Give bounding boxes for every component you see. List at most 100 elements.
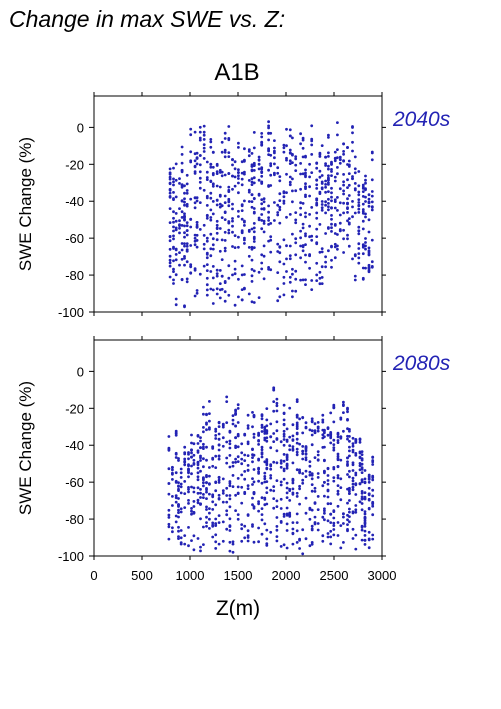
scatter-point: [211, 535, 215, 539]
scatter-point: [199, 496, 202, 499]
scatter-point: [269, 464, 273, 468]
scatter-point: [180, 248, 184, 252]
scatter-point: [301, 416, 305, 420]
scatter-point: [251, 411, 254, 414]
scatter-point: [276, 271, 280, 274]
scatter-point: [336, 166, 339, 169]
scatter-point: [371, 502, 375, 506]
scatter-point: [265, 480, 269, 483]
scatter-point: [316, 425, 320, 429]
scatter-point: [177, 508, 180, 512]
scatter-point: [354, 471, 358, 475]
scatter-point: [370, 194, 374, 198]
scatter-point: [250, 274, 254, 278]
scatter-point: [301, 249, 305, 253]
scatter-point: [282, 443, 286, 447]
scatter-point: [209, 270, 213, 273]
scatter-point: [171, 468, 174, 472]
scatter-point: [360, 502, 364, 505]
scatter-point: [218, 193, 222, 197]
scatter-point: [211, 288, 215, 292]
scatter-point: [195, 199, 199, 203]
scatter-point: [332, 467, 336, 471]
scatter-point: [205, 293, 209, 297]
scatter-point: [234, 460, 238, 464]
scatter-point: [330, 214, 333, 217]
scatter-point: [342, 142, 345, 146]
scatter-point: [168, 264, 172, 268]
scatter-point: [228, 480, 232, 483]
scatter-point: [195, 151, 199, 155]
scatter-point: [205, 176, 209, 179]
scatter-point: [243, 453, 247, 457]
scatter-point: [310, 288, 314, 291]
scatter-point: [174, 471, 178, 475]
scatter-point: [347, 222, 351, 226]
scatter-point: [324, 162, 327, 166]
scatter-point: [265, 486, 269, 490]
scatter-point: [304, 425, 308, 429]
scatter-point: [190, 441, 193, 445]
scatter-point: [211, 237, 215, 241]
scatter-point: [209, 254, 213, 258]
scatter-point: [205, 505, 208, 509]
scatter-point: [228, 484, 232, 488]
scatter-point: [265, 537, 269, 541]
scatter-point: [195, 233, 199, 237]
scatter-point: [246, 413, 250, 417]
scatter-point: [367, 498, 371, 502]
scatter-point: [301, 528, 305, 532]
scatter-point: [211, 524, 215, 528]
scatter-point: [276, 242, 280, 246]
scatter-point: [327, 197, 330, 201]
scatter-point: [167, 482, 171, 485]
scatter-point: [199, 439, 202, 443]
scatter-point: [288, 448, 292, 452]
scatter-point: [243, 159, 246, 163]
scatter-point: [177, 503, 180, 506]
scatter-point: [195, 196, 199, 200]
scatter-point: [295, 414, 299, 418]
scatter-point: [282, 146, 286, 150]
scatter-point: [208, 466, 211, 469]
scatter-point: [347, 217, 351, 221]
scatter-point: [333, 179, 337, 183]
scatter-point: [172, 180, 175, 184]
scatter-point: [217, 425, 221, 428]
scatter-point: [364, 181, 367, 185]
scatter-point: [346, 460, 349, 464]
scatter-point: [339, 486, 343, 489]
scatter-point: [304, 171, 307, 175]
scatter-point: [346, 464, 349, 467]
scatter-point: [288, 244, 292, 248]
scatter-point: [205, 178, 209, 182]
scatter-point: [183, 235, 186, 239]
scatter-point: [338, 155, 342, 159]
x-tick-label: 1000: [176, 568, 205, 583]
scatter-point: [304, 211, 307, 215]
scatter-point: [223, 249, 227, 253]
scatter-point: [288, 499, 292, 502]
scatter-point: [252, 222, 256, 225]
scatter-point: [269, 476, 273, 480]
scatter-point: [233, 259, 237, 263]
scatter-point: [327, 227, 330, 230]
scatter-point: [282, 435, 286, 438]
scatter-point: [202, 442, 205, 446]
scatter-point: [260, 202, 264, 206]
scatter-point: [231, 422, 235, 426]
scatter-point: [370, 260, 374, 264]
scatter-point: [318, 223, 322, 226]
scatter-point: [265, 461, 269, 465]
scatter-point: [272, 440, 276, 443]
scatter-point: [167, 513, 171, 517]
scatter-point: [180, 199, 184, 203]
scatter-point: [357, 170, 361, 173]
scatter-point: [202, 481, 205, 485]
scatter-point: [262, 277, 266, 281]
scatter-point: [320, 174, 324, 177]
scatter-point: [358, 482, 362, 486]
scatter-point: [193, 236, 197, 240]
scatter-point: [217, 542, 221, 546]
scatter-point: [250, 300, 254, 304]
